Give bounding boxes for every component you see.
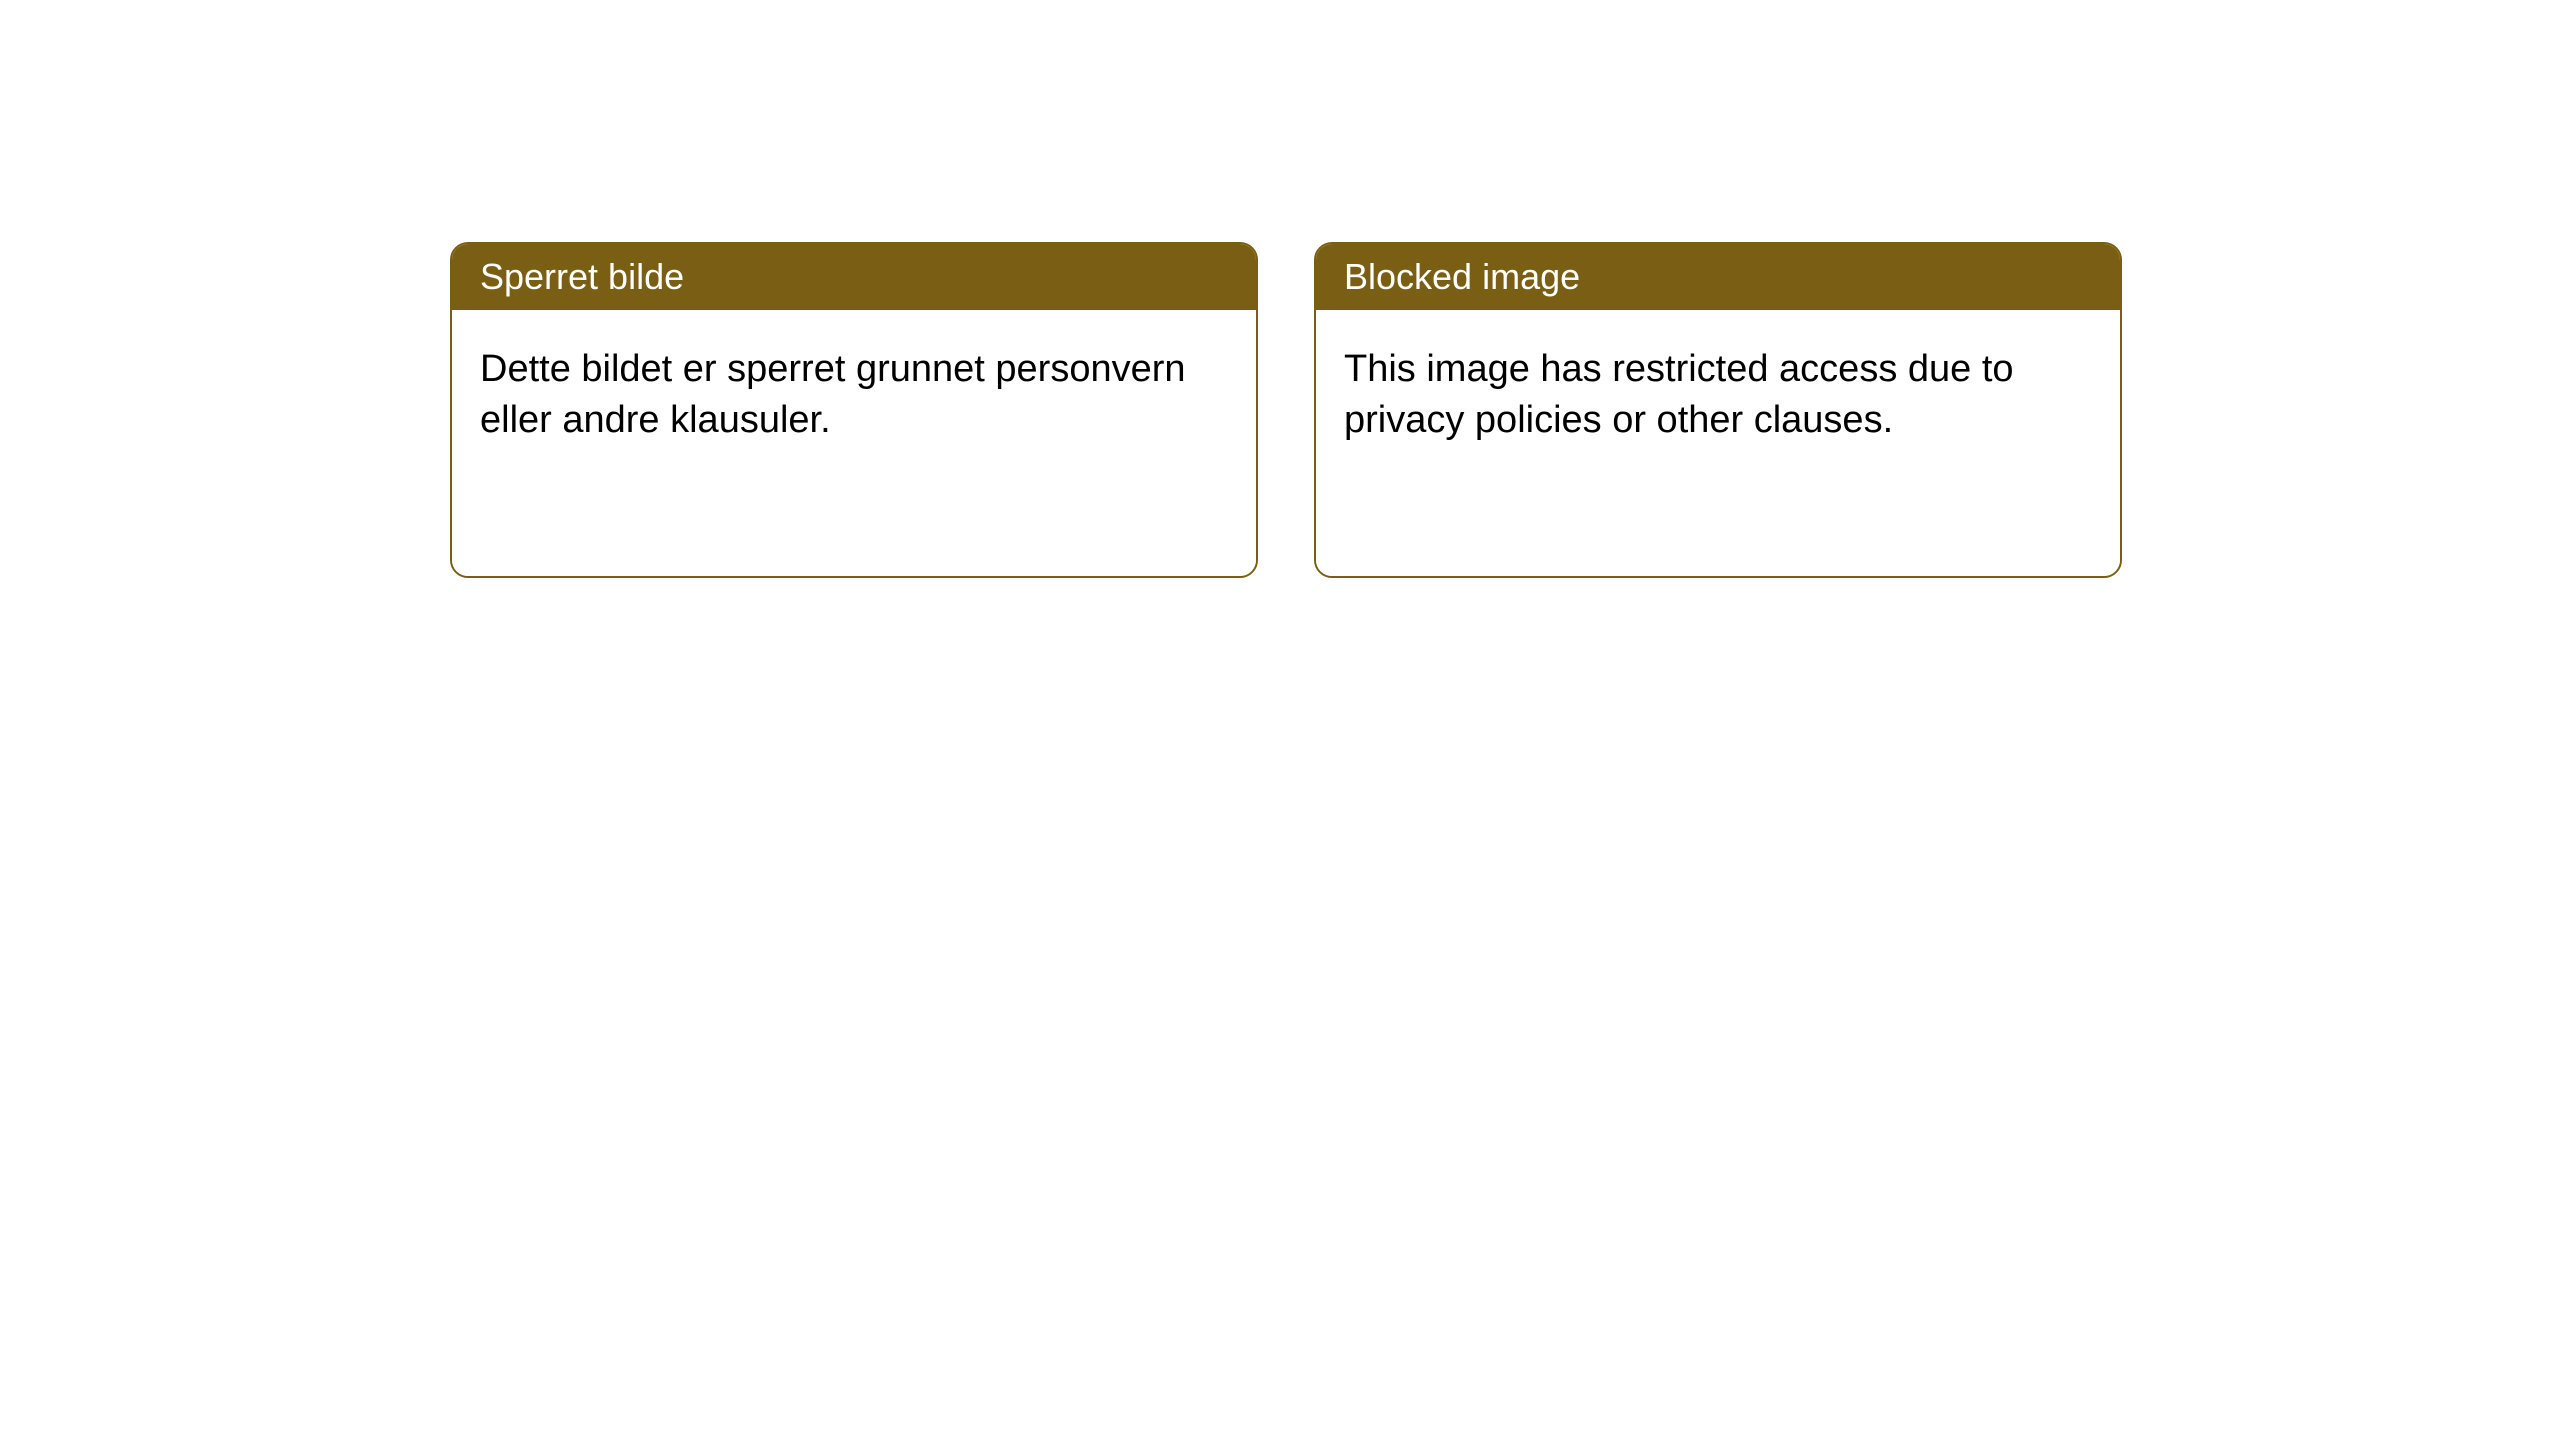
card-body-text: This image has restricted access due to … bbox=[1344, 344, 2092, 447]
card-body: Dette bildet er sperret grunnet personve… bbox=[452, 310, 1256, 576]
card-title: Sperret bilde bbox=[480, 256, 684, 297]
card-body: This image has restricted access due to … bbox=[1316, 310, 2120, 576]
card-title: Blocked image bbox=[1344, 256, 1580, 297]
card-header: Blocked image bbox=[1316, 244, 2120, 310]
card-body-text: Dette bildet er sperret grunnet personve… bbox=[480, 344, 1228, 447]
notice-cards-container: Sperret bilde Dette bildet er sperret gr… bbox=[450, 242, 2122, 578]
notice-card-norwegian: Sperret bilde Dette bildet er sperret gr… bbox=[450, 242, 1258, 578]
notice-card-english: Blocked image This image has restricted … bbox=[1314, 242, 2122, 578]
card-header: Sperret bilde bbox=[452, 244, 1256, 310]
